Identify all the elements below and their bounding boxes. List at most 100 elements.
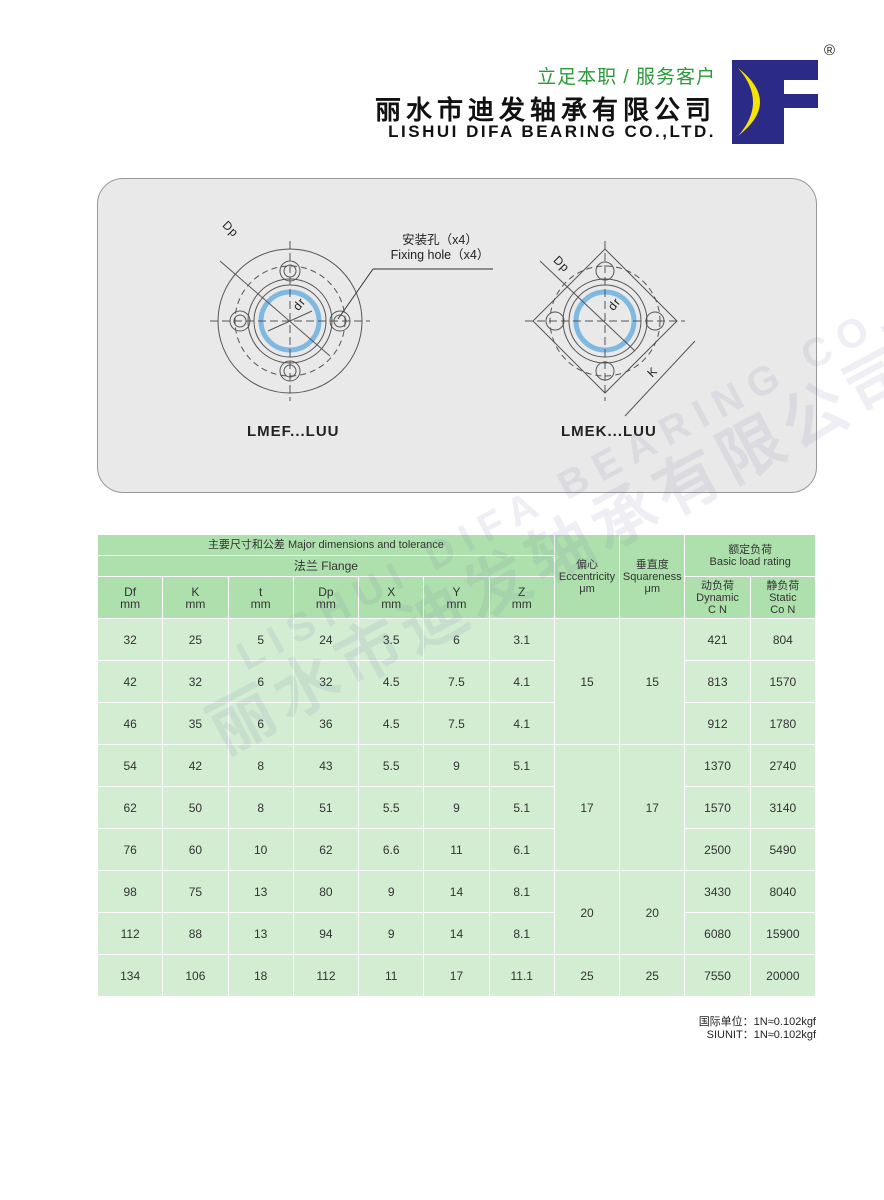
unit-note: 国际单位：1N≈0.102kgf SIUNIT：1N≈0.102kgf bbox=[699, 1016, 816, 1042]
table-cell: 60 bbox=[162, 828, 229, 871]
fixing-hole-cn: 安装孔（x4） bbox=[402, 233, 478, 247]
table-cell: 32 bbox=[96, 618, 164, 661]
table-cell: 11.1 bbox=[488, 954, 555, 997]
table-cell: 13 bbox=[227, 912, 294, 955]
table-cell: 4.5 bbox=[358, 660, 425, 703]
dynamic-load-cell: 3430 bbox=[684, 870, 751, 913]
lmek-drawing bbox=[525, 241, 696, 417]
table-cell: 5.1 bbox=[488, 786, 555, 829]
table-cell: 14 bbox=[423, 870, 490, 913]
dynamic-load-cell: 421 bbox=[684, 618, 751, 661]
model-lmek: LMEK...LUU bbox=[561, 423, 657, 440]
table-cell: 50 bbox=[162, 786, 229, 829]
squareness-cell: 25 bbox=[619, 954, 686, 997]
table-row: 42 32 6 32 4.5 7.5 4.1 813 1570 bbox=[96, 660, 817, 703]
table-cell: 5 bbox=[227, 618, 294, 661]
static-load-cell: 20000 bbox=[749, 954, 817, 997]
table-row: 54 42 8 43 5.5 9 5.1 17 17 1370 2740 bbox=[96, 744, 817, 871]
dynamic-load-cell: 6080 bbox=[684, 912, 751, 955]
table-cell: 46 bbox=[96, 702, 164, 745]
table-row: 32 25 5 24 3.5 6 3.1 15 15 421 804 bbox=[96, 618, 817, 745]
static-load-cell: 804 bbox=[749, 618, 817, 661]
dynamic-load-cell: 2500 bbox=[684, 828, 751, 871]
dynamic-load-cell: 912 bbox=[684, 702, 751, 745]
model-lmef: LMEF...LUU bbox=[247, 423, 340, 440]
table-cell: 6 bbox=[227, 660, 294, 703]
table-cell: 6.6 bbox=[358, 828, 425, 871]
table-cell: 4.1 bbox=[488, 702, 555, 745]
registered-mark: ® bbox=[824, 42, 836, 59]
column-header: t mm bbox=[227, 576, 294, 619]
squareness-header: 垂直度 Squareness μm bbox=[619, 534, 686, 619]
table-cell: 98 bbox=[96, 870, 164, 913]
eccentricity-cell: 15 bbox=[553, 618, 621, 745]
squareness-cell: 20 bbox=[619, 870, 686, 955]
table-cell: 9 bbox=[423, 786, 490, 829]
table-cell: 42 bbox=[162, 744, 229, 787]
squareness-cell: 17 bbox=[619, 744, 686, 871]
table-cell: 18 bbox=[227, 954, 294, 997]
dynamic-header: 动负荷 Dynamic C N bbox=[684, 576, 751, 619]
slogan: 立足本职 / 服务客户 bbox=[537, 67, 716, 88]
table-cell: 5.1 bbox=[488, 744, 555, 787]
flange-header: 法兰 Flange bbox=[97, 555, 555, 577]
table-cell: 7.5 bbox=[423, 660, 490, 703]
table-cell: 32 bbox=[162, 660, 229, 703]
table-cell: 3.5 bbox=[358, 618, 425, 661]
eccentricity-cell: 20 bbox=[553, 870, 621, 955]
static-load-cell: 2740 bbox=[749, 744, 817, 787]
table-cell: 14 bbox=[423, 912, 490, 955]
table-row: 62 50 8 51 5.5 9 5.1 1570 3140 bbox=[96, 786, 817, 829]
table-cell: 5.5 bbox=[358, 744, 425, 787]
table-cell: 62 bbox=[96, 786, 164, 829]
table-cell: 134 bbox=[96, 954, 164, 997]
eccentricity-header: 偏心 Eccentricity μm bbox=[553, 534, 621, 619]
dynamic-load-cell: 7550 bbox=[684, 954, 751, 997]
load-rating-header: 额定负荷 Basic load rating bbox=[684, 534, 816, 577]
table-cell: 8.1 bbox=[488, 870, 555, 913]
company-name-en: LISHUI DIFA BEARING CO.,LTD. bbox=[388, 122, 716, 141]
table-cell: 35 bbox=[162, 702, 229, 745]
table-cell: 4.5 bbox=[358, 702, 425, 745]
table-cell: 43 bbox=[292, 744, 360, 787]
table-cell: 88 bbox=[162, 912, 229, 955]
table-cell: 112 bbox=[292, 954, 360, 997]
table-cell: 32 bbox=[292, 660, 360, 703]
table-cell: 11 bbox=[423, 828, 490, 871]
table-cell: 8 bbox=[227, 786, 294, 829]
eccentricity-cell: 25 bbox=[553, 954, 621, 997]
table-cell: 51 bbox=[292, 786, 360, 829]
table-cell: 112 bbox=[96, 912, 164, 955]
table-cell: 75 bbox=[162, 870, 229, 913]
dynamic-load-cell: 813 bbox=[684, 660, 751, 703]
table-cell: 10 bbox=[227, 828, 294, 871]
group-header: 主要尺寸和公差 Major dimensions and tolerance bbox=[97, 534, 555, 556]
company-name-cn: 丽水市迪发轴承有限公司 bbox=[374, 95, 716, 125]
table-cell: 36 bbox=[292, 702, 360, 745]
df-logo bbox=[732, 60, 818, 144]
squareness-cell: 15 bbox=[619, 618, 686, 745]
table-cell: 24 bbox=[292, 618, 360, 661]
table-cell: 80 bbox=[292, 870, 360, 913]
table-row: 98 75 13 80 9 14 8.1 20 20 3430 8040 bbox=[96, 870, 817, 955]
table-cell: 4.1 bbox=[488, 660, 555, 703]
lmef-drawing bbox=[210, 241, 370, 401]
unit-note-cn: 国际单位：1N≈0.102kgf bbox=[698, 1016, 816, 1028]
static-header: 静负荷 Static Co N bbox=[749, 576, 817, 619]
table-cell: 42 bbox=[96, 660, 164, 703]
static-load-cell: 1780 bbox=[749, 702, 817, 745]
dynamic-load-cell: 1370 bbox=[684, 744, 751, 787]
table-cell: 9 bbox=[423, 744, 490, 787]
table-cell: 6 bbox=[227, 702, 294, 745]
table-cell: 54 bbox=[96, 744, 164, 787]
static-load-cell: 1570 bbox=[749, 660, 817, 703]
bearing-drawings bbox=[210, 241, 696, 417]
table-cell: 106 bbox=[162, 954, 229, 997]
table-cell: 3.1 bbox=[488, 618, 555, 661]
column-header: Dp mm bbox=[292, 576, 360, 619]
table-cell: 5.5 bbox=[358, 786, 425, 829]
table-cell: 9 bbox=[358, 870, 425, 913]
